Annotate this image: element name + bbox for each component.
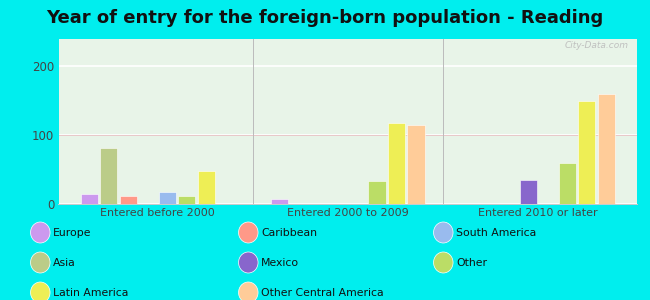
Bar <box>408 125 424 204</box>
Bar <box>198 171 214 204</box>
Text: Asia: Asia <box>53 257 76 268</box>
Bar <box>81 194 98 204</box>
Bar <box>520 180 537 204</box>
Text: Latin America: Latin America <box>53 287 129 298</box>
Bar <box>388 123 405 204</box>
Text: Year of entry for the foreign-born population - Reading: Year of entry for the foreign-born popul… <box>46 9 604 27</box>
Bar <box>578 101 595 204</box>
Bar <box>178 196 195 204</box>
Bar <box>159 192 176 204</box>
Text: Other Central America: Other Central America <box>261 287 384 298</box>
Text: Other: Other <box>456 257 488 268</box>
Text: Europe: Europe <box>53 227 92 238</box>
Text: City-Data.com: City-Data.com <box>564 41 629 50</box>
Bar <box>598 94 615 204</box>
Text: Caribbean: Caribbean <box>261 227 317 238</box>
Bar <box>120 196 136 204</box>
Bar <box>559 163 576 204</box>
Bar <box>100 148 117 204</box>
Bar <box>271 199 288 204</box>
Text: South America: South America <box>456 227 536 238</box>
Bar <box>369 181 385 204</box>
Text: Mexico: Mexico <box>261 257 300 268</box>
